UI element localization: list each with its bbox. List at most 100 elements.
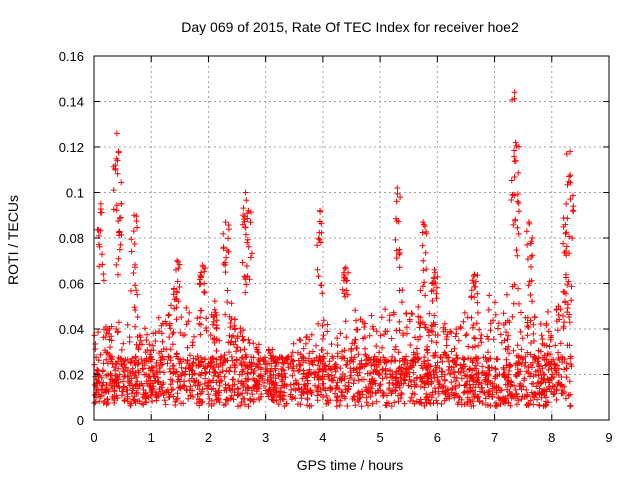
data-point [426, 310, 433, 317]
data-point [567, 353, 574, 360]
data-point [344, 403, 351, 409]
data-point [96, 372, 103, 379]
data-point [424, 349, 431, 356]
data-point [170, 291, 177, 298]
data-point [512, 139, 519, 146]
data-point [146, 373, 153, 380]
data-point [240, 395, 246, 402]
data-point [406, 373, 413, 380]
data-point [167, 368, 174, 375]
data-point [355, 372, 361, 379]
data-point [244, 363, 251, 370]
data-point [511, 89, 518, 96]
data-point [324, 321, 331, 328]
data-point [354, 365, 361, 372]
data-point [272, 363, 279, 370]
data-point [516, 383, 523, 390]
data-point [550, 391, 557, 398]
y-tick-label: 0.1 [66, 186, 84, 201]
data-point [213, 324, 220, 331]
data-point [175, 355, 182, 362]
data-point [514, 372, 520, 379]
data-point [131, 304, 138, 311]
data-point [527, 370, 534, 377]
y-tick-label: 0.14 [59, 95, 84, 110]
data-point [119, 392, 125, 399]
data-point [371, 353, 378, 360]
data-point [529, 235, 536, 241]
data-point [164, 360, 171, 367]
data-point [442, 391, 449, 398]
data-point [515, 230, 522, 237]
data-point [187, 352, 193, 359]
y-tick-label: 0.04 [59, 322, 84, 337]
data-point [383, 374, 390, 381]
data-point [240, 336, 247, 343]
data-point [362, 384, 369, 391]
data-point [425, 332, 432, 339]
data-point [485, 306, 492, 313]
data-point [164, 386, 171, 393]
data-point [226, 313, 233, 320]
data-point [523, 228, 530, 235]
data-point [487, 402, 494, 409]
data-point [323, 401, 330, 407]
data-point [519, 356, 526, 363]
data-point [371, 366, 378, 373]
data-point [514, 252, 521, 259]
data-point [320, 332, 327, 339]
data-point [339, 286, 346, 293]
data-point [213, 356, 220, 363]
data-point [354, 345, 360, 351]
data-point [521, 375, 528, 382]
data-point [421, 279, 428, 286]
data-point [566, 342, 573, 349]
data-point [117, 241, 124, 248]
data-point [398, 391, 405, 398]
data-point [333, 394, 340, 401]
data-point [230, 341, 237, 348]
data-point [265, 390, 272, 397]
data-point [522, 359, 529, 366]
data-point [530, 380, 537, 387]
data-point [348, 346, 355, 353]
data-point [241, 346, 248, 353]
data-point [468, 293, 475, 300]
data-point [428, 338, 435, 344]
data-point [463, 331, 470, 338]
data-point [139, 341, 145, 348]
data-point [472, 362, 479, 369]
data-point [244, 370, 251, 377]
data-point [427, 371, 434, 378]
data-point [311, 374, 318, 381]
data-point [545, 366, 552, 373]
data-point [213, 317, 220, 324]
data-point [541, 342, 548, 349]
data-point [420, 257, 427, 264]
data-point [114, 170, 121, 177]
data-point [197, 272, 204, 279]
data-point [566, 314, 573, 320]
data-point [175, 298, 182, 305]
data-point [410, 349, 417, 356]
data-point [438, 373, 445, 380]
data-point [322, 366, 329, 373]
data-point [451, 345, 458, 352]
data-point [408, 383, 415, 390]
data-point [115, 328, 121, 335]
data-point [544, 399, 551, 406]
data-point [525, 282, 532, 289]
data-point [224, 396, 231, 403]
data-point [424, 376, 431, 382]
data-point [448, 379, 455, 386]
data-point [247, 254, 254, 261]
data-point [403, 366, 410, 372]
data-point [417, 287, 424, 294]
data-point [317, 375, 324, 382]
data-point [361, 376, 367, 383]
data-point [102, 334, 109, 341]
data-point [445, 367, 452, 373]
data-point [268, 360, 275, 367]
data-point [197, 307, 204, 314]
data-point [510, 300, 517, 307]
